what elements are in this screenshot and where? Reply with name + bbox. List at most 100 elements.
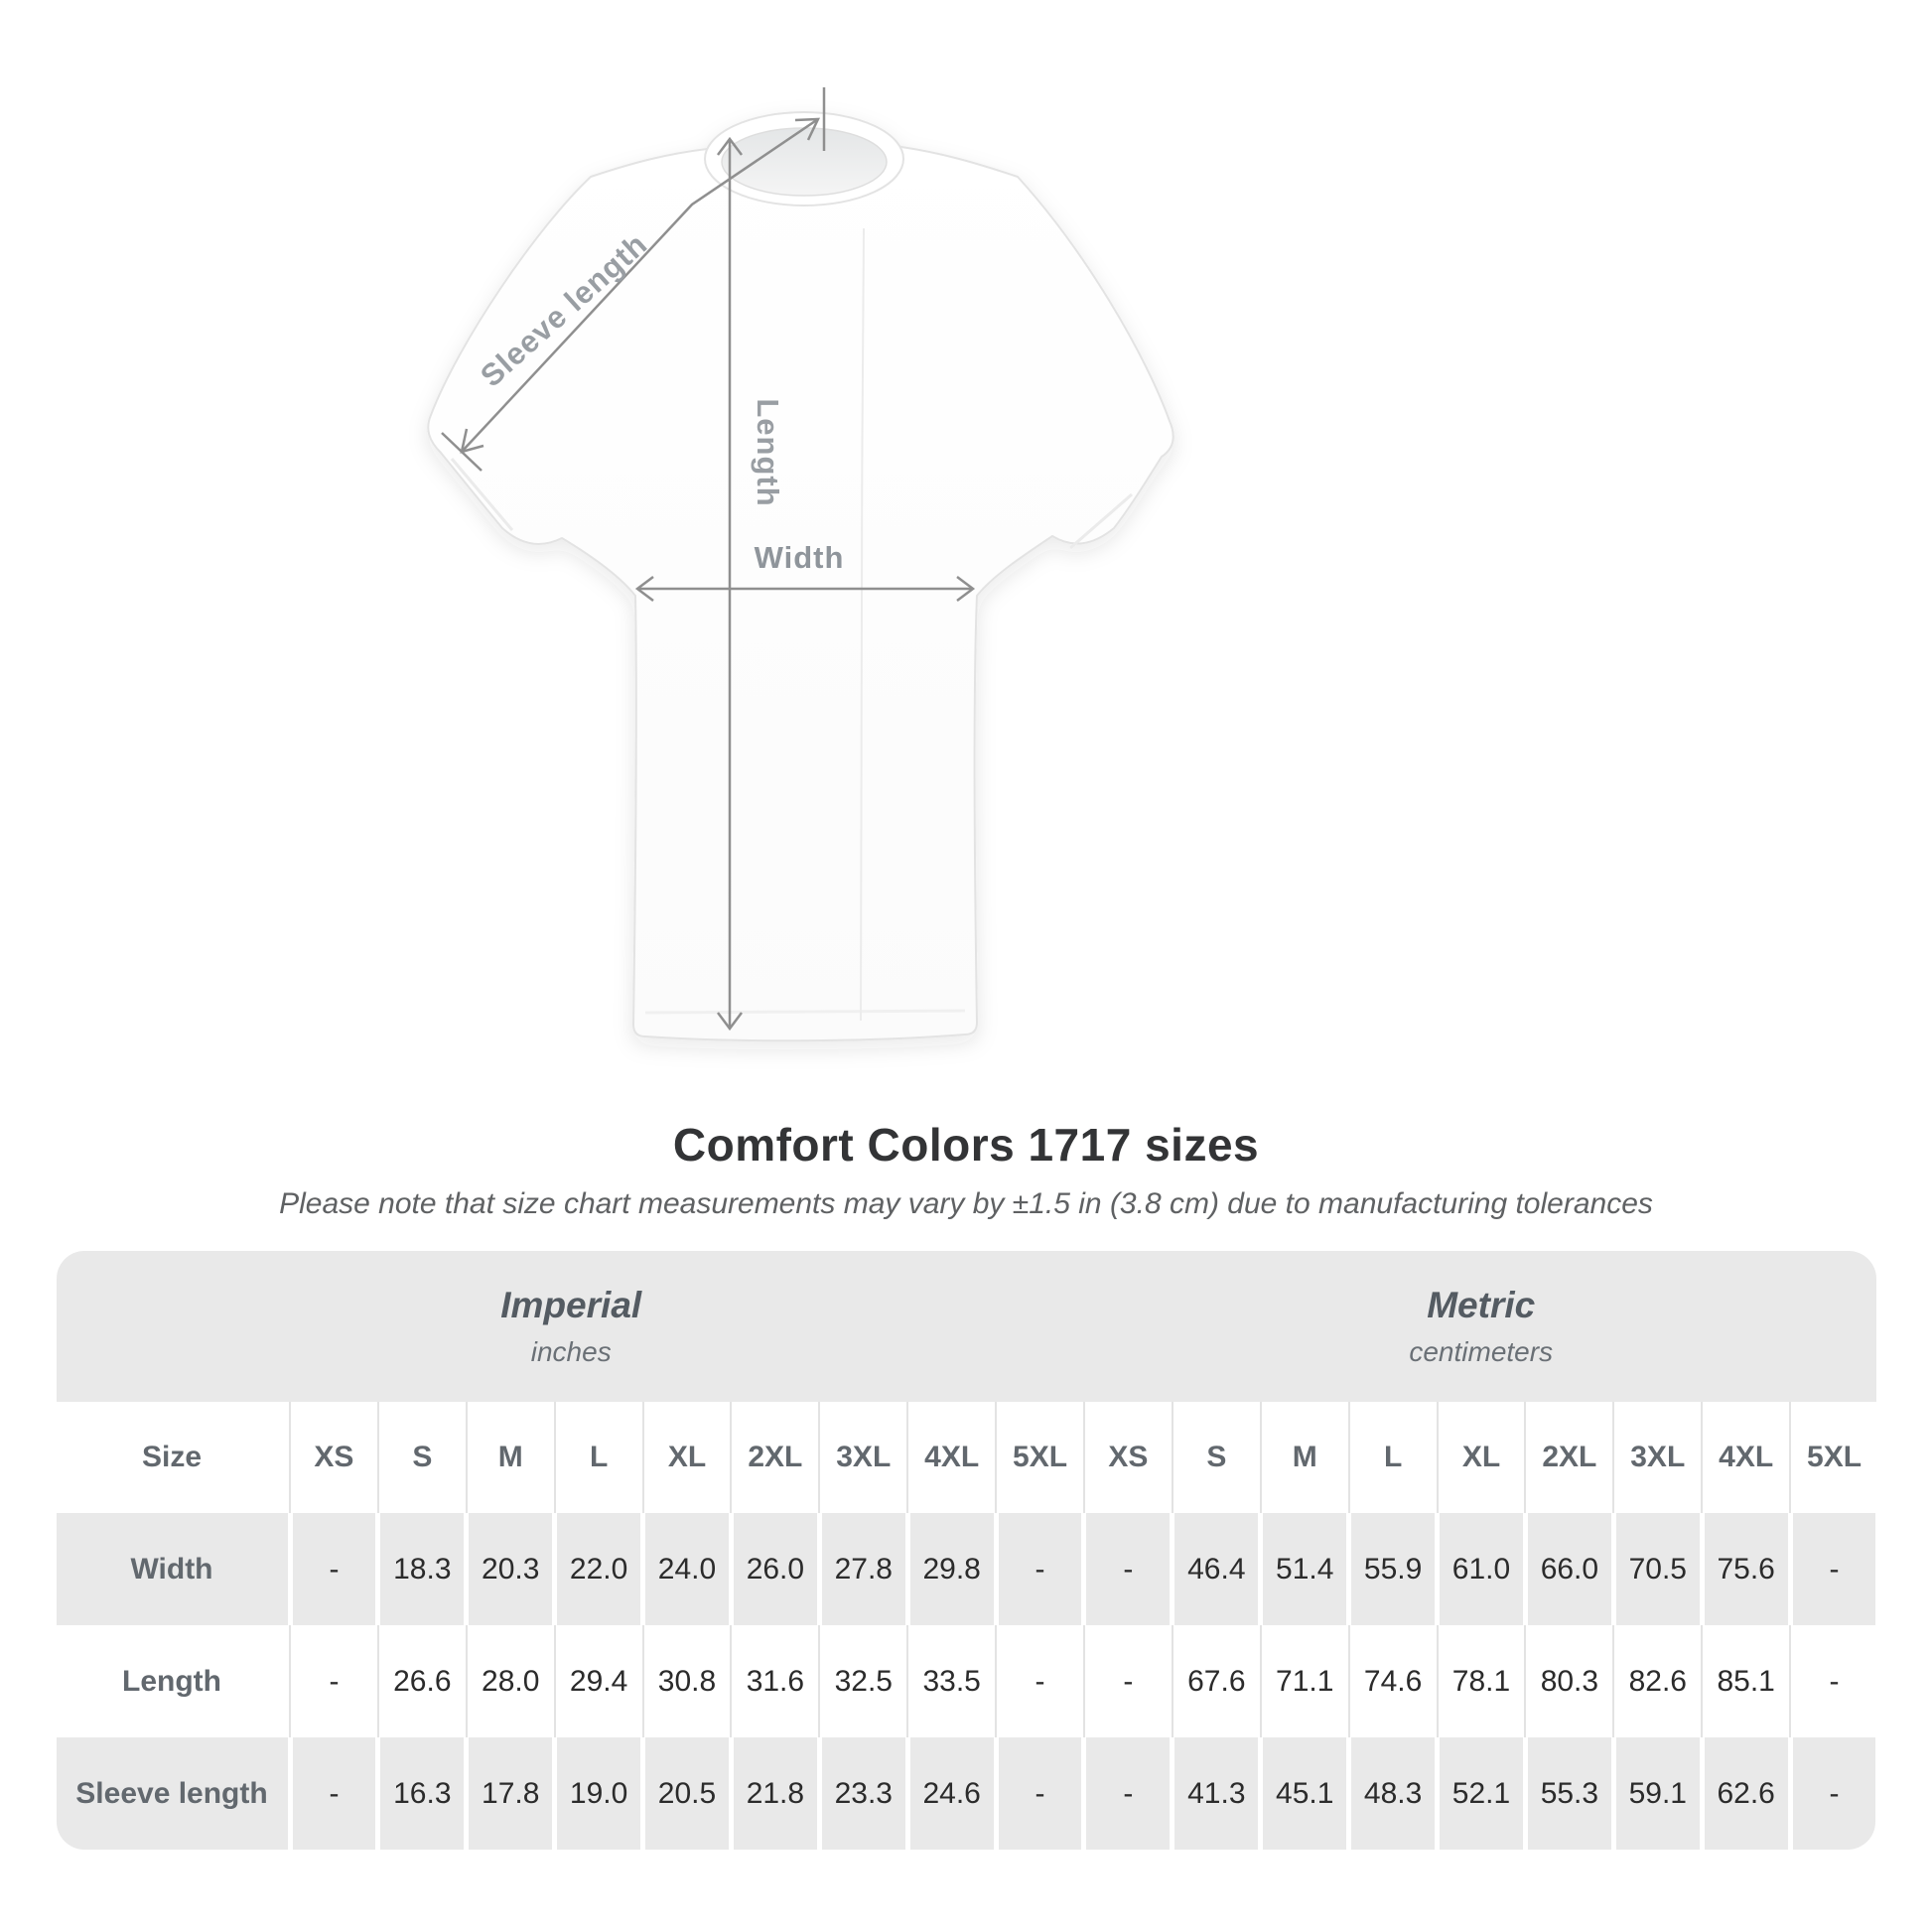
table-cell: 46.4 [1174, 1513, 1259, 1625]
table-cell: 23.3 [821, 1737, 905, 1850]
row-label: Size [56, 1402, 288, 1513]
table-cell: 4XL [906, 1402, 994, 1513]
table-cell: - [1086, 1513, 1171, 1625]
table-cell: 41.3 [1174, 1737, 1259, 1850]
table-cell: - [292, 1737, 376, 1850]
table-cell: - [998, 1737, 1082, 1850]
table-cell: - [1082, 1625, 1171, 1737]
table-cell: 71.1 [1259, 1625, 1347, 1737]
table-cell: 62.6 [1704, 1737, 1788, 1850]
table-cell: 26.6 [376, 1625, 465, 1737]
title-block: Comfort Colors 1717 sizes Please note th… [0, 1118, 1932, 1221]
table-header-row: Size XS S M L XL 2XL 3XL 4XL 5XL XS S M L XL 2XL 3XL 4XL 5… [56, 1402, 1876, 1513]
sleeve-length-arrow [441, 87, 826, 472]
imperial-section-header: Imperial inches [57, 1251, 1086, 1402]
table-cell: - [289, 1625, 376, 1737]
table-cell: 2XL [730, 1402, 817, 1513]
table-cell: S [376, 1402, 465, 1513]
table-cell: 21.8 [733, 1737, 817, 1850]
table-cell: 3XL [818, 1402, 905, 1513]
table-cell: M [1259, 1402, 1347, 1513]
metric-unit: centimeters [1409, 1336, 1554, 1367]
table-cell: XS [1082, 1402, 1171, 1513]
tshirt-graphic: Sleeve length Length Width [427, 87, 1174, 1042]
metric-title: Metric [1427, 1285, 1536, 1325]
table-row: Width -18.3 20.3 22.0 24.0 26.0 27.8 29.8- -46.4… [56, 1513, 1876, 1625]
table-cell: XS [289, 1402, 376, 1513]
table-row: Sleeve length -16.3 17.8 19.0 20.5 21.8 23.3 24… [56, 1737, 1876, 1850]
table-cell: 3XL [1612, 1402, 1700, 1513]
table-cell: XL [641, 1402, 729, 1513]
table-cell: 31.6 [730, 1625, 817, 1737]
table-cell: 74.6 [1347, 1625, 1436, 1737]
table-cell: 2XL [1524, 1402, 1611, 1513]
table-cell: 75.6 [1704, 1513, 1788, 1625]
table-cell: 85.1 [1701, 1625, 1788, 1737]
page-title: Comfort Colors 1717 sizes [672, 1119, 1260, 1171]
table-cell: L [553, 1402, 641, 1513]
tshirt-shape [427, 111, 1174, 1042]
table-cell: 29.8 [909, 1513, 994, 1625]
table-cell: 59.1 [1615, 1737, 1700, 1850]
table-cell: 70.5 [1615, 1513, 1700, 1625]
tshirt-measurement-diagram: Sleeve length Length Width [427, 87, 1174, 1042]
table-cell: 55.9 [1351, 1513, 1436, 1625]
table-cell: - [1086, 1737, 1171, 1850]
table-cell: 20.5 [645, 1737, 729, 1850]
unit-header-band: Imperial inches Metric centimeters [56, 1251, 1876, 1402]
table-cell: - [1792, 1513, 1876, 1625]
table-cell: 5XL [995, 1402, 1082, 1513]
size-table: Imperial inches Metric centimeters Size X… [56, 1251, 1876, 1850]
width-label: Width [755, 540, 845, 575]
table-cell: 48.3 [1351, 1737, 1436, 1850]
table-cell: 19.0 [557, 1737, 641, 1850]
table-row: Length -26.6 28.0 29.4 30.8 31.6 32.5 33.5- -67.… [56, 1625, 1876, 1737]
length-label: Length [751, 398, 785, 506]
table-cell: - [292, 1513, 376, 1625]
table-cell: 17.8 [469, 1737, 553, 1850]
table-cell: 67.6 [1171, 1625, 1259, 1737]
row-label: Length [56, 1625, 288, 1737]
table-cell: 27.8 [821, 1513, 905, 1625]
table-cell: 66.0 [1527, 1513, 1611, 1625]
table-cell: 82.6 [1612, 1625, 1700, 1737]
table-cell: 5XL [1789, 1402, 1876, 1513]
table-cell: L [1347, 1402, 1436, 1513]
imperial-unit: inches [530, 1336, 612, 1367]
table-cell: S [1171, 1402, 1259, 1513]
tolerance-note: Please note that size chart measurements… [279, 1187, 1653, 1220]
table-cell: 22.0 [557, 1513, 641, 1625]
length-arrow [717, 136, 743, 1032]
table-cell: 29.4 [553, 1625, 641, 1737]
size-table-rows: Size XS S M L XL 2XL 3XL 4XL 5XL XS S M L XL 2XL 3XL 4XL 5… [56, 1402, 1876, 1850]
table-cell: 28.0 [465, 1625, 553, 1737]
imperial-title: Imperial [500, 1285, 642, 1325]
table-cell: 61.0 [1440, 1513, 1523, 1625]
table-cell: 18.3 [380, 1513, 465, 1625]
measurement-arrows [441, 87, 976, 1032]
row-label: Width [56, 1513, 288, 1625]
table-cell: 16.3 [380, 1737, 465, 1850]
table-cell: 80.3 [1524, 1625, 1611, 1737]
table-cell: 24.6 [909, 1737, 994, 1850]
width-arrow [634, 576, 976, 602]
table-cell: 55.3 [1527, 1737, 1611, 1850]
table-cell: 26.0 [733, 1513, 817, 1625]
table-cell: - [998, 1513, 1082, 1625]
table-cell: 78.1 [1436, 1625, 1523, 1737]
metric-section-header: Metric centimeters [1086, 1251, 1876, 1402]
table-cell: 24.0 [645, 1513, 729, 1625]
table-cell: - [1789, 1625, 1876, 1737]
table-cell: 52.1 [1440, 1737, 1523, 1850]
table-cell: 51.4 [1263, 1513, 1347, 1625]
table-cell: 20.3 [469, 1513, 553, 1625]
table-cell: - [995, 1625, 1082, 1737]
table-cell: 45.1 [1263, 1737, 1347, 1850]
table-cell: 30.8 [641, 1625, 729, 1737]
row-label: Sleeve length [56, 1737, 288, 1850]
table-cell: XL [1436, 1402, 1523, 1513]
table-cell: M [465, 1402, 553, 1513]
table-cell: 4XL [1701, 1402, 1788, 1513]
table-cell: 33.5 [906, 1625, 994, 1737]
